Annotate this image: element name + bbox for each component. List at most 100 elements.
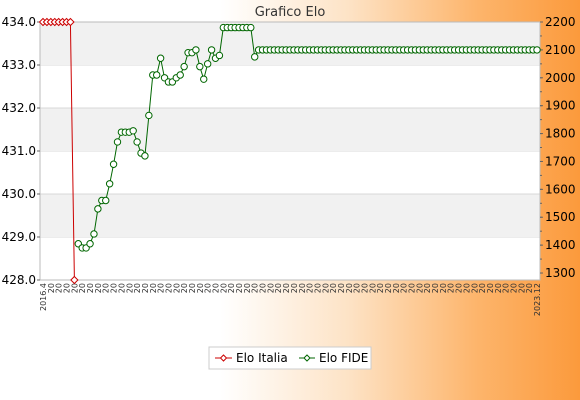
x-tick-label: 20: [204, 283, 213, 293]
plot-band: [40, 194, 540, 237]
x-tick-label: 20: [313, 283, 322, 293]
elo-fide-point: [90, 230, 98, 238]
x-tick-label: 20: [227, 283, 236, 293]
x-tick-label: 20: [180, 283, 189, 293]
x-tick-label: 20: [125, 283, 134, 293]
x-tick-label: 20: [415, 283, 424, 293]
x-tick-label: 20: [486, 283, 495, 293]
elo-fide-point: [129, 127, 137, 135]
x-tick-label: 20: [384, 283, 393, 293]
x-tick-label: 20: [149, 283, 158, 293]
x-tick-label: 20: [439, 283, 448, 293]
x-tick-label: 20: [329, 283, 338, 293]
elo-fide-point: [109, 160, 118, 168]
elo-fide-point: [247, 23, 255, 32]
x-tick-label: 20: [78, 283, 87, 293]
elo-fide-point: [196, 62, 204, 71]
elo-fide-point: [94, 205, 102, 213]
chart-title: Grafico Elo: [255, 5, 326, 20]
x-tick-label: 2023.12: [533, 283, 542, 316]
x-tick-label: 20: [509, 283, 518, 293]
elo-fide-point: [176, 71, 184, 79]
x-tick-label: 20: [133, 283, 142, 293]
x-tick-label: 20: [470, 283, 479, 293]
left-tick-label: 432.0: [2, 101, 36, 115]
x-tick-label: 20: [235, 283, 244, 293]
right-tick-label: 1800: [545, 127, 576, 141]
elo-fide-point: [203, 60, 212, 68]
left-axis-ticks: 428.0 429.0 430.0 431.0 432.0 433.0 434.0: [2, 15, 40, 287]
right-tick-label: 1600: [545, 182, 576, 196]
x-tick-label: 20: [70, 283, 79, 293]
elo-italia-point: [70, 275, 79, 285]
right-tick-label: 2200: [545, 15, 576, 29]
x-tick-label: 20: [251, 283, 260, 293]
legend: Elo Italia Elo FIDE: [208, 346, 372, 370]
left-tick-label: 430.0: [2, 187, 36, 201]
x-tick-label: 20: [502, 283, 511, 293]
elo-fide-point: [215, 51, 224, 60]
x-tick-label: 20: [55, 283, 64, 293]
elo-fide-point: [180, 62, 188, 71]
x-tick-label: 20: [219, 283, 228, 293]
left-tick-label: 431.0: [2, 144, 36, 158]
elo-fide-point: [102, 196, 110, 205]
elo-fide-point: [251, 53, 259, 61]
x-tick-label: 20: [478, 283, 487, 293]
x-tick-label: 20: [172, 283, 181, 293]
left-tick-label: 434.0: [2, 15, 36, 29]
x-tick-label: 20: [110, 283, 119, 293]
elo-fide-point: [113, 138, 122, 146]
x-tick-label: 20: [298, 283, 307, 293]
right-tick-label: 1900: [545, 99, 576, 113]
elo-fide-point: [133, 138, 141, 146]
x-tick-label: 20: [431, 283, 440, 293]
elo-fide-point: [105, 180, 114, 188]
x-tick-label: 20: [266, 283, 275, 293]
x-tick-label: 20: [141, 283, 150, 293]
x-tick-label: 20: [188, 283, 197, 293]
legend-italia-marker: [219, 354, 228, 362]
x-tick-label: 20: [360, 283, 369, 293]
x-tick-label: 20: [455, 283, 464, 293]
right-tick-label: 1700: [545, 154, 576, 168]
x-tick-label: 20: [164, 283, 173, 293]
legend-box: [208, 346, 372, 370]
x-tick-label: 20: [306, 283, 315, 293]
x-tick-label: 20: [368, 283, 377, 293]
x-tick-label: 20: [282, 283, 291, 293]
x-tick-label: 20: [494, 283, 503, 293]
elo-fide-point: [141, 152, 149, 160]
x-tick-label: 20: [259, 283, 268, 293]
x-tick-label: 20: [392, 283, 401, 293]
series-points: [38, 17, 541, 285]
elo-fide-point: [86, 240, 94, 248]
x-tick-label: 20: [290, 283, 299, 293]
elo-fide-point: [156, 54, 165, 62]
elo-fide-point: [152, 71, 161, 79]
x-tick-label: 20: [117, 283, 126, 293]
plot-band: [40, 22, 540, 65]
right-tick-label: 2100: [545, 43, 576, 57]
elo-fide-point: [207, 46, 216, 54]
legend-fide-label: Elo FIDE: [319, 351, 368, 365]
right-tick-label: 1300: [545, 266, 576, 280]
legend-fide-marker: [303, 354, 311, 362]
right-axis-ticks: 1300 1400 1500 1600 1700 1800 1900 2000 2100 2200: [540, 15, 576, 280]
elo-fide-point: [192, 46, 200, 54]
x-tick-label: 20: [243, 283, 252, 293]
x-tick-label: 20: [86, 283, 95, 293]
x-tick-label: 20: [196, 283, 205, 293]
elo-italia-point: [66, 17, 75, 27]
x-tick-label: 20: [102, 283, 111, 293]
x-tick-label: 20: [353, 283, 362, 293]
x-tick-label: 20: [337, 283, 346, 293]
x-tick-label: 20: [47, 283, 56, 293]
elo-fide-point: [533, 46, 541, 54]
x-tick-label: 20: [517, 283, 526, 293]
left-tick-label: 433.0: [2, 58, 36, 72]
x-tick-label: 20: [408, 283, 417, 293]
plot-bands: [40, 21, 540, 280]
